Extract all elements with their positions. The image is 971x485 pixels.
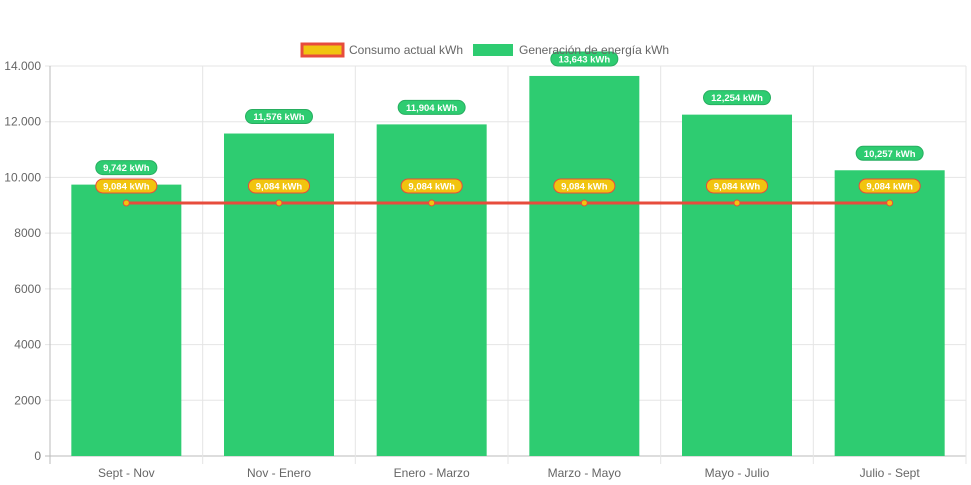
bar-data-label: 11,576 kWh — [253, 112, 304, 123]
bar[interactable] — [682, 114, 792, 456]
bar-data-label: 9,742 kWh — [103, 163, 150, 174]
line-data-label-bg — [95, 178, 158, 194]
bar-data-label-bg — [397, 99, 466, 115]
legend-label-generacion[interactable]: Generación de energía kWh — [519, 43, 669, 57]
bar-data-label: 12,254 kWh — [711, 93, 763, 104]
line-data-label-bg — [553, 178, 616, 194]
line-data-label: 9,084 kWh — [103, 181, 150, 192]
bar-data-label-bg — [550, 51, 619, 67]
bar-data-label-bg — [855, 145, 924, 161]
line-data-label: 9,084 kWh — [866, 181, 913, 192]
legend-swatch-generacion[interactable] — [473, 44, 513, 56]
x-tick-label: Enero - Marzo — [394, 466, 470, 480]
data-labels: 9,742 kWh 9,084 kWh 11,576 kWh 9,084 kWh 11,… — [95, 51, 924, 194]
y-tick-label: 4000 — [14, 338, 41, 352]
line-data-label: 9,084 kWh — [714, 181, 761, 192]
y-tick-label: 14.000 — [4, 59, 41, 73]
bar-data-label-bg — [245, 109, 313, 125]
line-data-label: 9,084 kWh — [561, 181, 608, 192]
line-point[interactable] — [275, 199, 283, 207]
line-point[interactable] — [122, 199, 130, 207]
line-point[interactable] — [428, 199, 436, 207]
y-tick-label: 2000 — [14, 393, 41, 407]
line-data-label-bg — [858, 178, 921, 194]
bar-data-label-bg — [95, 160, 158, 176]
y-tick-label: 12.000 — [4, 115, 41, 129]
legend-label-consumo[interactable]: Consumo actual kWh — [349, 43, 463, 57]
y-tick-label: 0 — [34, 449, 41, 463]
bar-data-label-bg — [703, 90, 771, 106]
bar-data-label: 11,904 kWh — [406, 103, 457, 114]
bar[interactable] — [376, 124, 487, 456]
x-tick-label: Julio - Sept — [860, 466, 921, 480]
line-data-label-bg — [247, 178, 311, 194]
grid — [45, 65, 967, 464]
line-point[interactable] — [580, 199, 588, 207]
line-data-label: 9,084 kWh — [256, 181, 303, 192]
legend: Consumo actual kWh Generación de energía… — [300, 42, 669, 58]
x-tick-label: Marzo - Mayo — [548, 466, 622, 480]
line-data-label: 9,084 kWh — [408, 181, 455, 192]
x-tick-label: Sept - Nov — [98, 466, 155, 480]
line-data-label-bg — [705, 178, 769, 194]
line-series — [122, 199, 894, 207]
bar[interactable] — [71, 184, 182, 456]
bar-data-label: 10,257 kWh — [864, 149, 916, 160]
y-axis: 0 2000 4000 6000 8000 10.000 12.000 14.000 — [4, 59, 41, 463]
y-tick-label: 6000 — [14, 282, 41, 296]
y-tick-label: 8000 — [14, 226, 41, 240]
line-data-label-bg — [400, 178, 463, 194]
x-axis: Sept - Nov Nov - Enero Enero - Marzo Marzo … — [98, 466, 920, 480]
bar-series — [71, 75, 945, 457]
bar-data-label: 13,643 kWh — [558, 54, 610, 65]
y-tick-label: 10.000 — [4, 170, 41, 184]
x-tick-label: Mayo - Julio — [705, 466, 770, 480]
x-tick-label: Nov - Enero — [247, 466, 311, 480]
bar[interactable] — [834, 170, 945, 456]
bar[interactable] — [529, 75, 640, 456]
line-point[interactable] — [733, 199, 741, 207]
legend-swatch-consumo[interactable] — [300, 42, 345, 58]
line-point[interactable] — [886, 199, 894, 207]
